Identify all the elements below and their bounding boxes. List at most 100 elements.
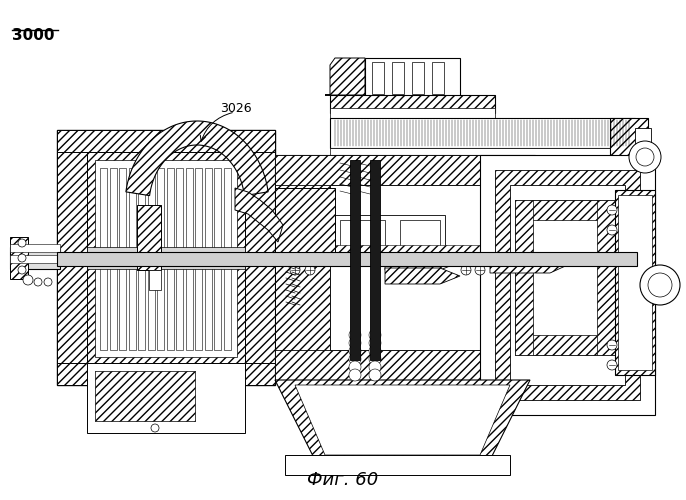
Bar bbox=[245, 130, 275, 385]
Bar bbox=[358, 160, 370, 200]
Bar bbox=[597, 200, 615, 355]
Bar bbox=[372, 62, 384, 94]
Bar bbox=[157, 168, 164, 350]
Bar bbox=[57, 363, 275, 385]
Bar bbox=[185, 168, 193, 350]
Circle shape bbox=[607, 225, 617, 235]
Circle shape bbox=[607, 340, 617, 350]
Circle shape bbox=[151, 424, 159, 432]
Circle shape bbox=[607, 205, 617, 215]
Bar bbox=[340, 220, 385, 248]
Bar bbox=[95, 371, 195, 421]
Bar bbox=[138, 168, 145, 350]
Circle shape bbox=[369, 361, 381, 373]
Circle shape bbox=[636, 148, 654, 166]
Bar bbox=[275, 188, 335, 258]
Bar bbox=[149, 270, 161, 290]
Bar bbox=[57, 130, 275, 385]
Circle shape bbox=[349, 361, 361, 373]
Bar bbox=[432, 62, 444, 94]
Bar bbox=[224, 168, 230, 350]
Text: 3026: 3026 bbox=[220, 102, 252, 114]
Bar bbox=[10, 244, 60, 252]
Bar bbox=[275, 155, 330, 380]
Bar bbox=[510, 185, 625, 385]
Bar bbox=[392, 62, 404, 94]
Circle shape bbox=[369, 353, 381, 365]
Bar bbox=[480, 155, 535, 380]
Circle shape bbox=[44, 278, 52, 286]
Bar bbox=[330, 245, 480, 253]
Polygon shape bbox=[275, 380, 530, 460]
Bar bbox=[340, 160, 352, 200]
Bar bbox=[495, 170, 640, 400]
Bar bbox=[137, 205, 161, 270]
Circle shape bbox=[648, 273, 672, 297]
Bar bbox=[204, 168, 211, 350]
Circle shape bbox=[629, 141, 661, 173]
Bar bbox=[57, 130, 275, 152]
Bar bbox=[275, 155, 535, 185]
Circle shape bbox=[461, 265, 471, 275]
Circle shape bbox=[369, 329, 381, 341]
Circle shape bbox=[349, 337, 361, 349]
Bar bbox=[515, 335, 615, 355]
Bar bbox=[330, 95, 495, 113]
Bar bbox=[176, 168, 183, 350]
Bar bbox=[350, 160, 360, 360]
Bar bbox=[330, 155, 635, 161]
Polygon shape bbox=[385, 253, 460, 270]
Bar bbox=[10, 237, 28, 279]
Circle shape bbox=[18, 266, 26, 274]
Bar bbox=[10, 247, 60, 269]
Bar bbox=[618, 195, 652, 370]
Bar bbox=[95, 371, 195, 421]
Circle shape bbox=[607, 360, 617, 370]
Circle shape bbox=[34, 278, 42, 286]
Circle shape bbox=[18, 254, 26, 262]
Bar bbox=[128, 168, 136, 350]
Polygon shape bbox=[126, 121, 268, 196]
Circle shape bbox=[369, 337, 381, 349]
Bar bbox=[119, 168, 126, 350]
Bar bbox=[147, 168, 154, 350]
Bar bbox=[275, 155, 535, 380]
Bar bbox=[330, 148, 635, 156]
Bar bbox=[10, 255, 60, 263]
Text: 3000: 3000 bbox=[12, 28, 54, 43]
Circle shape bbox=[349, 353, 361, 365]
Bar bbox=[57, 130, 87, 385]
Bar bbox=[515, 200, 615, 220]
Bar bbox=[400, 220, 440, 248]
Circle shape bbox=[640, 265, 680, 305]
Polygon shape bbox=[385, 268, 460, 284]
Circle shape bbox=[369, 345, 381, 357]
Circle shape bbox=[23, 275, 33, 285]
Polygon shape bbox=[325, 58, 365, 95]
Text: Фиг. 60: Фиг. 60 bbox=[307, 471, 379, 489]
Bar bbox=[87, 152, 245, 363]
Bar bbox=[330, 118, 635, 148]
Bar bbox=[87, 247, 245, 269]
Circle shape bbox=[290, 265, 300, 275]
Circle shape bbox=[369, 369, 381, 381]
Circle shape bbox=[475, 265, 485, 275]
Bar bbox=[100, 168, 107, 350]
Bar bbox=[370, 160, 380, 360]
Bar bbox=[167, 168, 174, 350]
Bar bbox=[285, 455, 510, 475]
Circle shape bbox=[18, 239, 26, 247]
Circle shape bbox=[305, 265, 315, 275]
Bar bbox=[515, 200, 615, 355]
Bar bbox=[95, 160, 237, 357]
Bar bbox=[635, 128, 651, 183]
Bar bbox=[610, 118, 648, 194]
Circle shape bbox=[349, 369, 361, 381]
Bar bbox=[330, 185, 480, 350]
Bar bbox=[87, 363, 245, 433]
Circle shape bbox=[349, 329, 361, 341]
Bar bbox=[57, 252, 637, 266]
Bar bbox=[480, 155, 655, 415]
Bar bbox=[515, 200, 533, 355]
Bar bbox=[214, 168, 221, 350]
